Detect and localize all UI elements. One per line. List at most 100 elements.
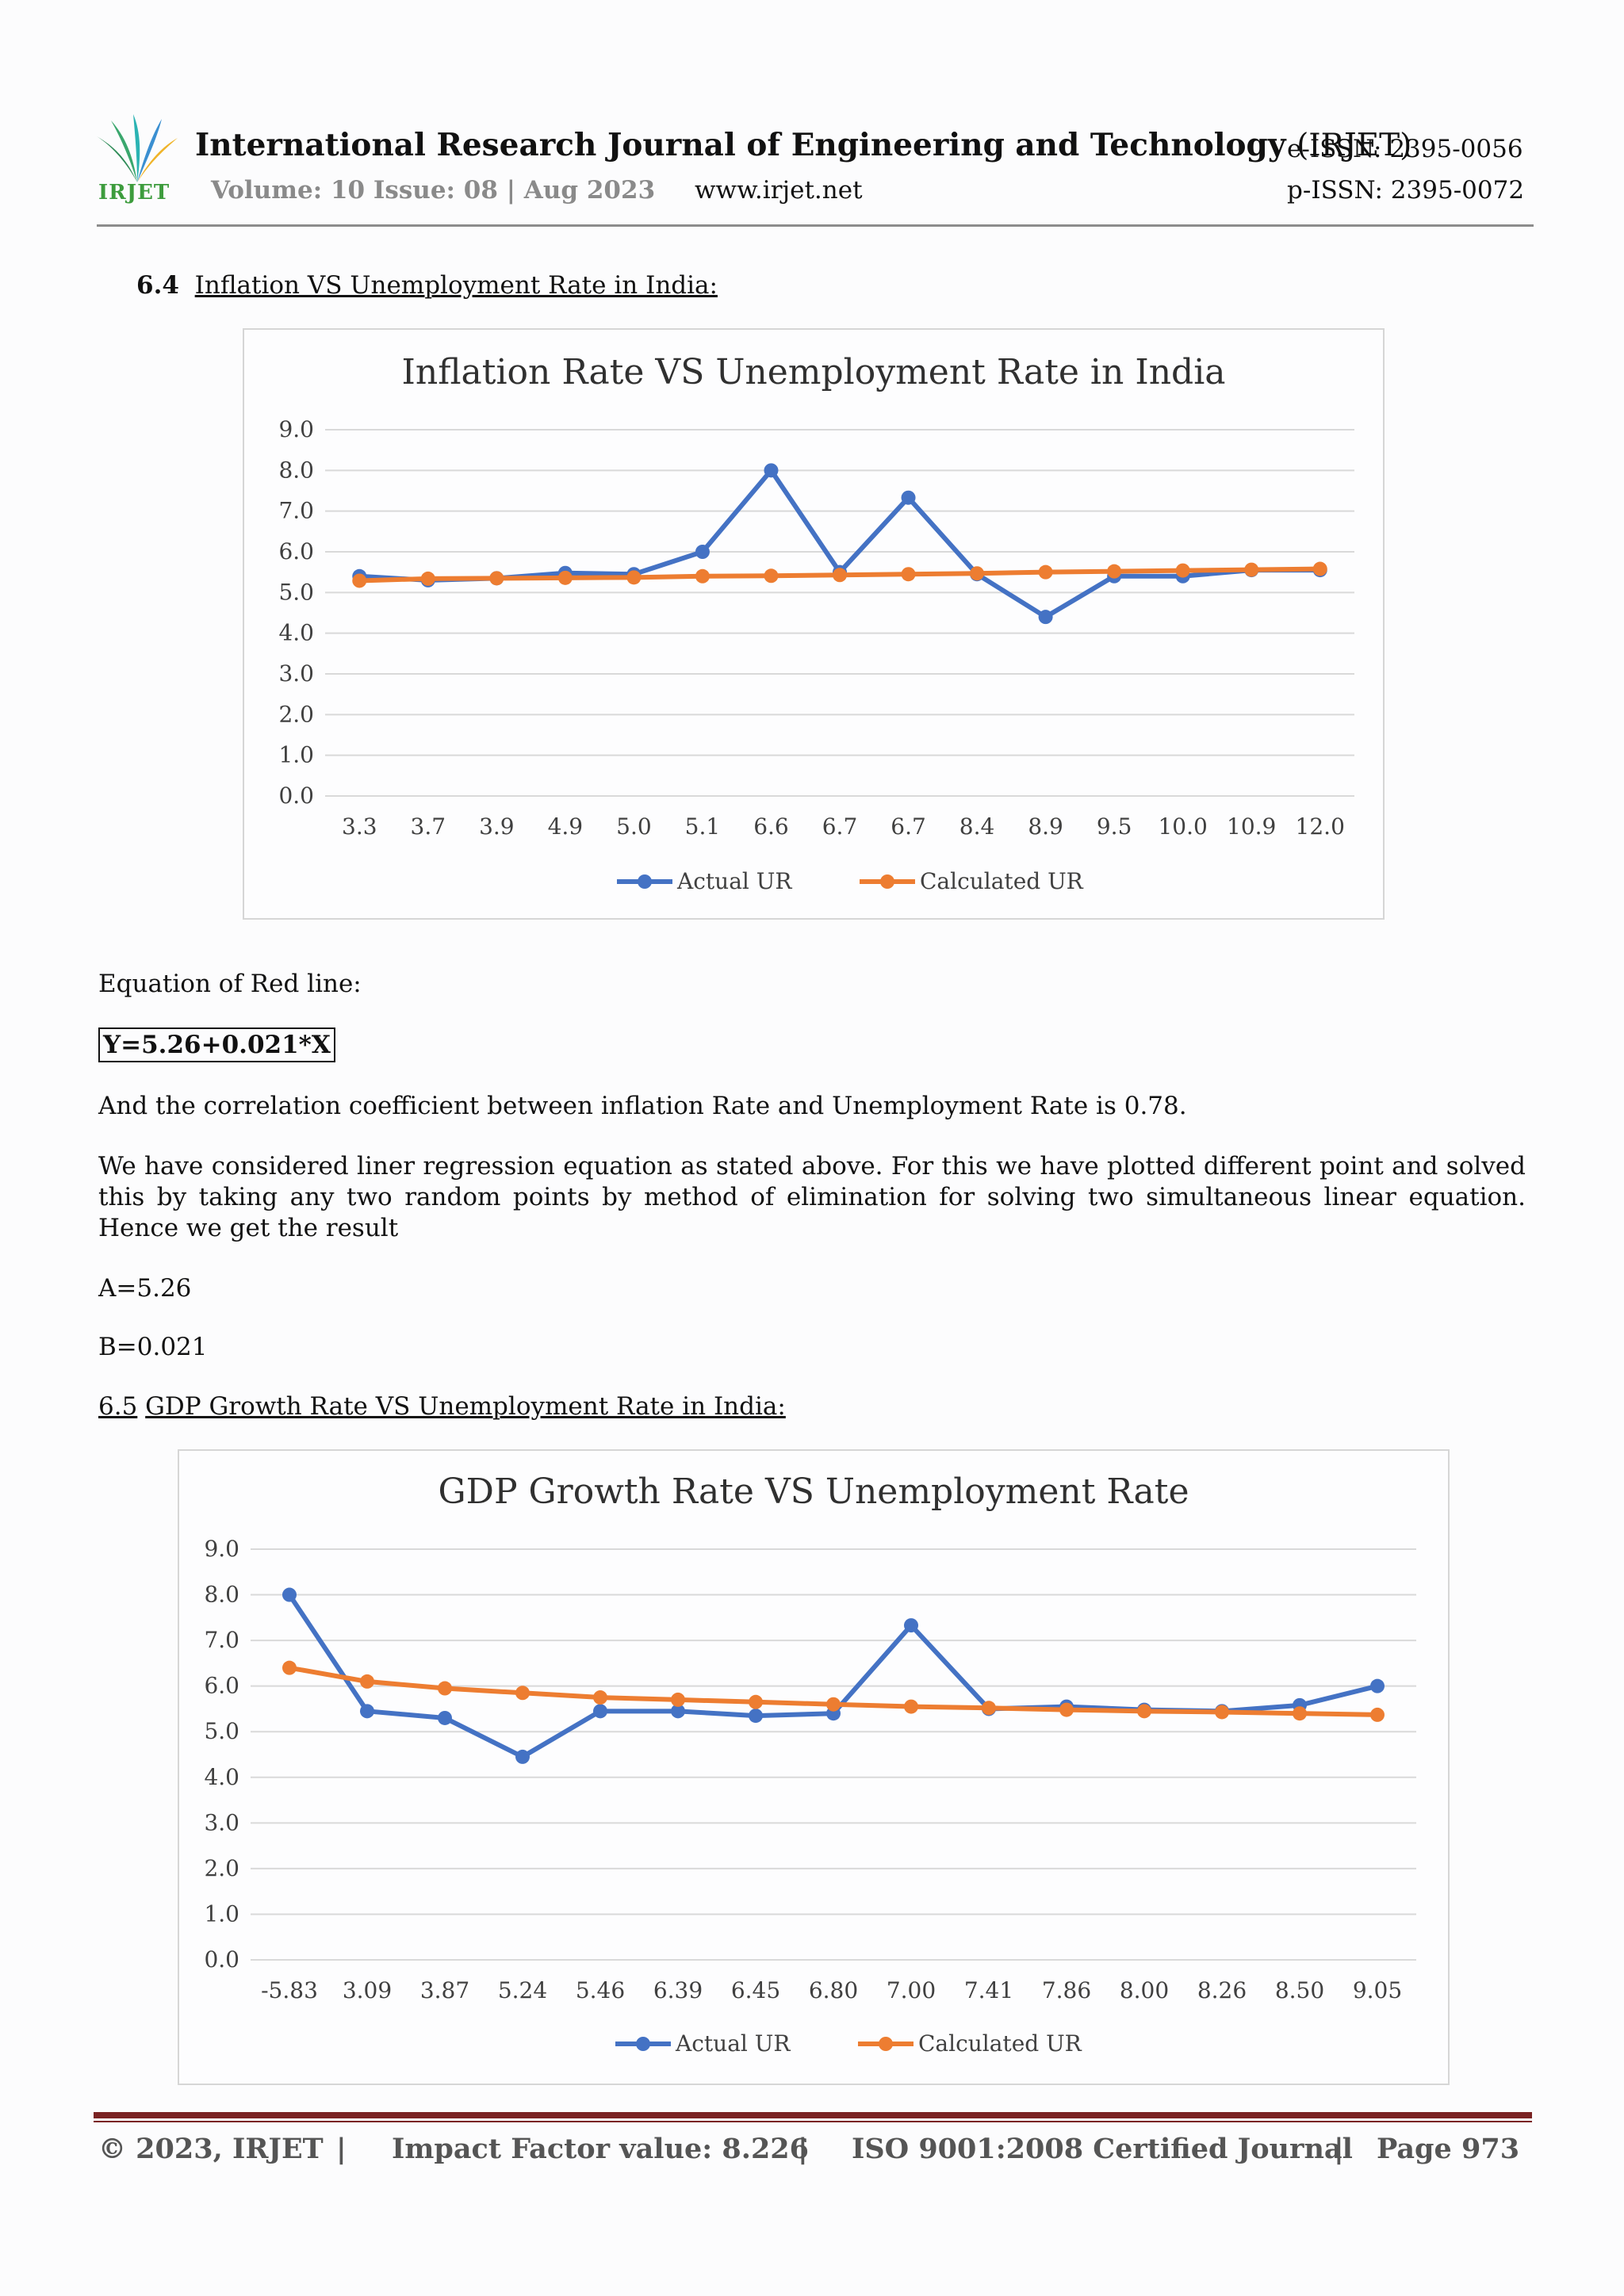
x-tick-label: 7.86 — [1042, 1977, 1091, 2003]
y-tick-label: 2.0 — [278, 701, 314, 727]
x-tick-label: 6.45 — [731, 1977, 780, 2003]
x-tick-label: 10.9 — [1227, 813, 1276, 840]
x-tick-label: 6.80 — [809, 1977, 858, 2003]
journal-title-text: International Research Journal of Engine… — [195, 127, 1286, 163]
x-tick-label: 6.6 — [753, 813, 789, 840]
data-point — [557, 570, 573, 585]
data-point — [593, 1690, 607, 1705]
y-tick-label: 4.0 — [204, 1764, 239, 1790]
leaf-icon — [97, 114, 178, 182]
y-tick-label: 2.0 — [204, 1855, 239, 1881]
x-tick-label: 5.46 — [576, 1977, 625, 2003]
footer-page-number: Page 973 — [1377, 2133, 1520, 2165]
x-tick-label: 5.24 — [498, 1977, 547, 2003]
data-point — [360, 1704, 374, 1719]
data-point — [282, 1587, 297, 1602]
data-point — [764, 463, 779, 478]
section-number: 6.4 — [136, 271, 179, 300]
section-number: 6.5 — [98, 1392, 138, 1421]
gdp-vs-unemployment-chart: GDP Growth Rate VS Unemployment Rate 0.0… — [178, 1449, 1450, 2085]
footer-separator: | — [798, 2133, 808, 2165]
legend-label: Calculated UR — [918, 2030, 1082, 2057]
inflation-vs-unemployment-chart: Inflation Rate VS Unemployment Rate in I… — [243, 328, 1385, 920]
footer-divider — [94, 2112, 1532, 2118]
data-point — [1370, 1678, 1385, 1693]
data-point — [826, 1697, 841, 1712]
data-point — [420, 571, 435, 586]
data-point — [749, 1709, 763, 1724]
legend-marker — [880, 874, 894, 889]
data-point — [515, 1749, 530, 1764]
data-point — [901, 490, 916, 505]
x-tick-label: 10.0 — [1158, 813, 1207, 840]
data-point — [901, 567, 916, 582]
chart-plot: 0.0 1.0 2.0 3.0 4.0 5.0 6.0 7.0 8.0 9.0 3.3 3.7 3.9 4… — [278, 416, 1354, 894]
data-point — [489, 571, 504, 586]
regression-equation: Y=5.26+0.021*X — [98, 1027, 335, 1062]
y-tick-label: 5.0 — [278, 579, 314, 605]
x-tick-label: 8.26 — [1197, 1977, 1247, 2003]
data-point — [1293, 1706, 1307, 1721]
y-tick-label: 3.0 — [278, 660, 314, 687]
data-point — [1038, 610, 1053, 625]
data-point — [1107, 564, 1122, 579]
footer-separator: | — [1334, 2133, 1344, 2165]
x-tick-label: 12.0 — [1296, 813, 1345, 840]
data-point — [1175, 563, 1190, 578]
y-tick-label: 1.0 — [204, 1900, 239, 1927]
a-value: A=5.26 — [98, 1274, 192, 1303]
x-tick-label: 5.1 — [685, 813, 721, 840]
x-tick-label: 8.4 — [959, 813, 995, 840]
series-line-actual-ur — [359, 468, 1320, 620]
x-tick-label: 6.7 — [891, 813, 926, 840]
x-tick-label: 9.05 — [1353, 1977, 1402, 2003]
x-tick-label: 4.9 — [548, 813, 584, 840]
data-point — [764, 568, 779, 584]
x-tick-label: 6.7 — [822, 813, 858, 840]
data-point — [1137, 1704, 1151, 1719]
y-tick-label: 6.0 — [278, 538, 314, 564]
footer-copyright: © 2023, IRJET — [98, 2133, 324, 2165]
y-tick-label: 1.0 — [278, 742, 314, 768]
data-point — [695, 545, 710, 559]
volume-issue: Volume: 10 Issue: 08 | Aug 2023 — [211, 176, 656, 205]
y-tick-label: 5.0 — [204, 1718, 239, 1744]
b-value: B=0.021 — [98, 1333, 208, 1361]
y-tick-label: 9.0 — [278, 416, 314, 442]
header-divider — [97, 224, 1534, 227]
chart-title: Inflation Rate VS Unemployment Rate in I… — [401, 352, 1226, 392]
x-tick-label: 3.09 — [343, 1977, 392, 2003]
website-link[interactable]: www.irjet.net — [695, 176, 863, 205]
x-tick-label: 8.50 — [1275, 1977, 1324, 2003]
equation-label: Equation of Red line: — [98, 970, 362, 998]
y-tick-label: 4.0 — [278, 620, 314, 646]
data-point — [352, 573, 367, 588]
x-tick-label: 7.41 — [964, 1977, 1013, 2003]
legend-marker — [638, 874, 652, 889]
data-point — [438, 1710, 452, 1725]
irjet-logo — [94, 113, 181, 211]
data-point — [904, 1699, 918, 1714]
y-tick-label: 0.0 — [278, 783, 314, 809]
data-point — [1370, 1707, 1385, 1722]
data-point — [1059, 1702, 1074, 1717]
section-title: Inflation VS Unemployment Rate in India: — [194, 271, 718, 300]
y-tick-label: 0.0 — [204, 1946, 239, 1973]
x-tick-label: 7.00 — [887, 1977, 936, 2003]
y-tick-label: 9.0 — [204, 1536, 239, 1562]
legend-marker — [879, 2037, 893, 2051]
x-tick-label: 6.39 — [653, 1977, 703, 2003]
data-point — [1244, 562, 1259, 577]
data-point — [671, 1704, 685, 1719]
data-point — [626, 570, 642, 585]
data-point — [1312, 561, 1327, 576]
y-tick-label: 7.0 — [278, 498, 314, 524]
x-tick-label: 3.3 — [342, 813, 377, 840]
data-point — [438, 1681, 452, 1696]
section-title: GDP Growth Rate VS Unemployment Rate in … — [145, 1392, 786, 1421]
section-6-4-heading: 6.4 Inflation VS Unemployment Rate in In… — [136, 271, 718, 300]
footer-impact-factor: Impact Factor value: 8.226 — [392, 2133, 810, 2165]
chart-plot: 0.0 1.0 2.0 3.0 4.0 5.0 6.0 7.0 8.0 9.0 -5.83 3.09 3… — [204, 1536, 1416, 2057]
y-tick-label: 8.0 — [204, 1582, 239, 1608]
data-point — [1215, 1705, 1229, 1720]
